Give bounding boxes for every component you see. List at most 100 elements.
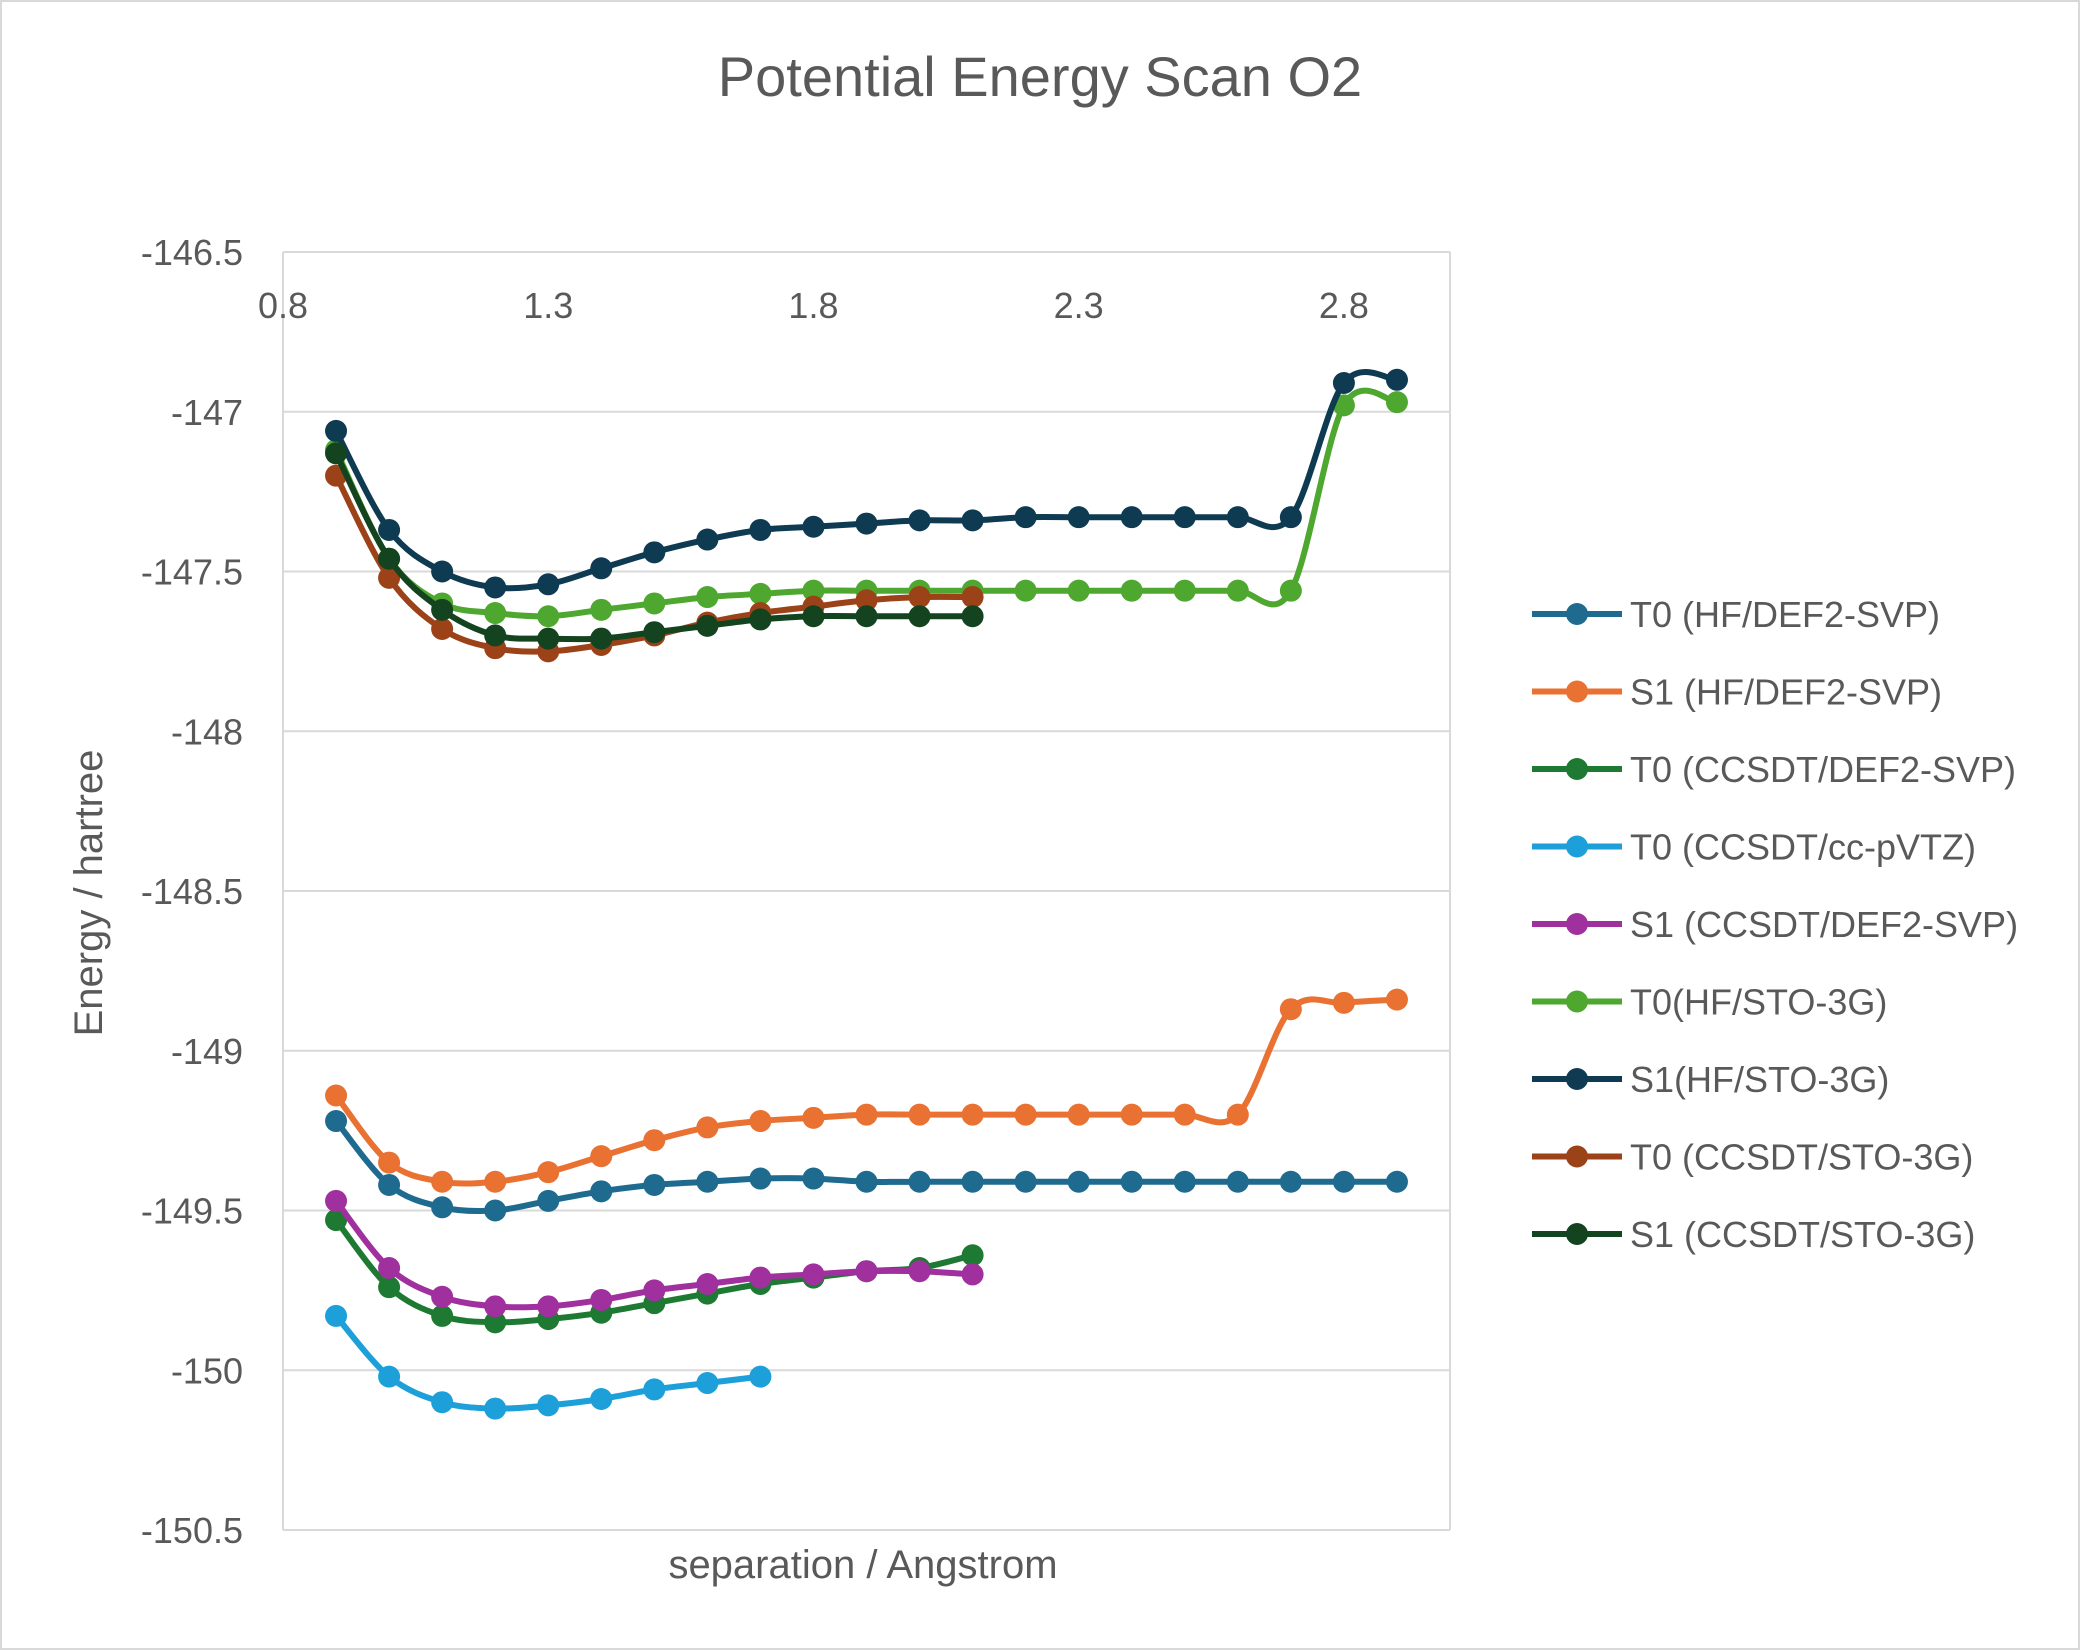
series — [325, 1304, 772, 1420]
data-point — [643, 1279, 666, 1302]
data-point — [1067, 506, 1090, 529]
data-point — [1014, 579, 1037, 602]
data-point — [590, 557, 613, 580]
data-point — [1385, 391, 1408, 414]
legend-item: T0 (CCSDT/cc-pVTZ) — [1532, 827, 1976, 868]
data-point — [378, 1276, 401, 1299]
y-tick-label: -150.5 — [141, 1510, 243, 1551]
data-point — [1120, 579, 1143, 602]
data-point — [431, 598, 454, 621]
legend-item: S1 (HF/DEF2-SVP) — [1532, 672, 1942, 713]
series — [325, 1110, 1408, 1222]
data-point — [749, 518, 772, 541]
data-point — [749, 1110, 772, 1133]
legend-label: S1(HF/STO-3G) — [1630, 1059, 1889, 1100]
data-point — [484, 1397, 507, 1420]
data-point — [484, 1311, 507, 1334]
data-point — [590, 598, 613, 621]
data-point — [696, 1170, 719, 1193]
x-tick-label: 0.8 — [258, 285, 308, 326]
data-point — [908, 1170, 931, 1193]
legend-swatch-marker — [1566, 1223, 1588, 1245]
data-point — [378, 566, 401, 589]
data-point — [961, 1103, 984, 1126]
data-point — [1120, 1170, 1143, 1193]
data-point — [696, 1372, 719, 1395]
data-point — [1067, 1103, 1090, 1126]
data-point — [537, 605, 560, 628]
data-point — [643, 541, 666, 564]
data-point — [1173, 579, 1196, 602]
legend-label: S1 (HF/DEF2-SVP) — [1630, 672, 1942, 713]
data-point — [1173, 1170, 1196, 1193]
data-point — [1332, 371, 1355, 394]
data-point — [961, 605, 984, 628]
y-tick-label: -147 — [171, 392, 243, 433]
data-point — [1067, 579, 1090, 602]
data-point — [590, 1145, 613, 1168]
y-tick-label: -149.5 — [141, 1191, 243, 1232]
x-tick-labels: 0.8 1.3 1.8 2.3 2.8 — [258, 285, 1369, 326]
data-point — [1332, 394, 1355, 417]
legend-label: T0 (HF/DEF2-SVP) — [1630, 594, 1940, 635]
series — [325, 988, 1408, 1193]
data-point — [1014, 506, 1037, 529]
data-point — [696, 1272, 719, 1295]
data-point — [325, 1084, 348, 1107]
data-point — [1226, 1170, 1249, 1193]
data-point — [696, 614, 719, 637]
legend-label: T0 (CCSDT/DEF2-SVP) — [1630, 749, 2016, 790]
data-point — [537, 1161, 560, 1184]
data-point — [1226, 506, 1249, 529]
legend: T0 (HF/DEF2-SVP) S1 (HF/DEF2-SVP) T0 (CCSD… — [1532, 594, 2018, 1255]
data-point — [378, 1257, 401, 1280]
data-point — [431, 618, 454, 641]
data-point — [484, 1295, 507, 1318]
data-point — [696, 586, 719, 609]
data-point — [643, 1129, 666, 1152]
x-tick-label: 1.8 — [788, 285, 838, 326]
data-point — [961, 1244, 984, 1267]
y-tick-label: -148 — [171, 711, 243, 752]
data-point — [484, 576, 507, 599]
data-point — [325, 442, 348, 465]
data-point — [961, 509, 984, 532]
legend-swatch-marker — [1566, 913, 1588, 935]
data-point — [378, 1173, 401, 1196]
series-group — [325, 368, 1408, 1420]
data-point — [484, 1199, 507, 1222]
data-point — [325, 419, 348, 442]
data-point — [908, 1260, 931, 1283]
data-point — [1120, 1103, 1143, 1126]
legend-item: T0 (CCSDT/DEF2-SVP) — [1532, 749, 2016, 790]
data-point — [484, 624, 507, 647]
data-point — [1332, 1170, 1355, 1193]
data-point — [643, 1173, 666, 1196]
data-point — [1067, 1170, 1090, 1193]
data-point — [696, 1116, 719, 1139]
legend-item: S1(HF/STO-3G) — [1532, 1059, 1889, 1100]
legend-swatch-marker — [1566, 603, 1588, 625]
x-tick-label: 2.8 — [1319, 285, 1369, 326]
legend-label: T0 (CCSDT/STO-3G) — [1630, 1137, 1973, 1178]
data-point — [1385, 988, 1408, 1011]
data-point — [431, 560, 454, 583]
series — [325, 1189, 984, 1318]
data-point — [749, 582, 772, 605]
data-point — [802, 515, 825, 538]
data-point — [590, 1288, 613, 1311]
data-point — [325, 1110, 348, 1133]
data-point — [378, 547, 401, 570]
data-point — [643, 621, 666, 644]
data-point — [855, 1103, 878, 1126]
x-axis-label: separation / Angstrom — [668, 1543, 1057, 1587]
data-point — [961, 1170, 984, 1193]
data-point — [855, 589, 878, 612]
data-point — [378, 1151, 401, 1174]
data-point — [802, 605, 825, 628]
data-point — [961, 1263, 984, 1286]
data-point — [855, 1260, 878, 1283]
legend-item: T0 (HF/DEF2-SVP) — [1532, 594, 1940, 635]
data-point — [908, 509, 931, 532]
